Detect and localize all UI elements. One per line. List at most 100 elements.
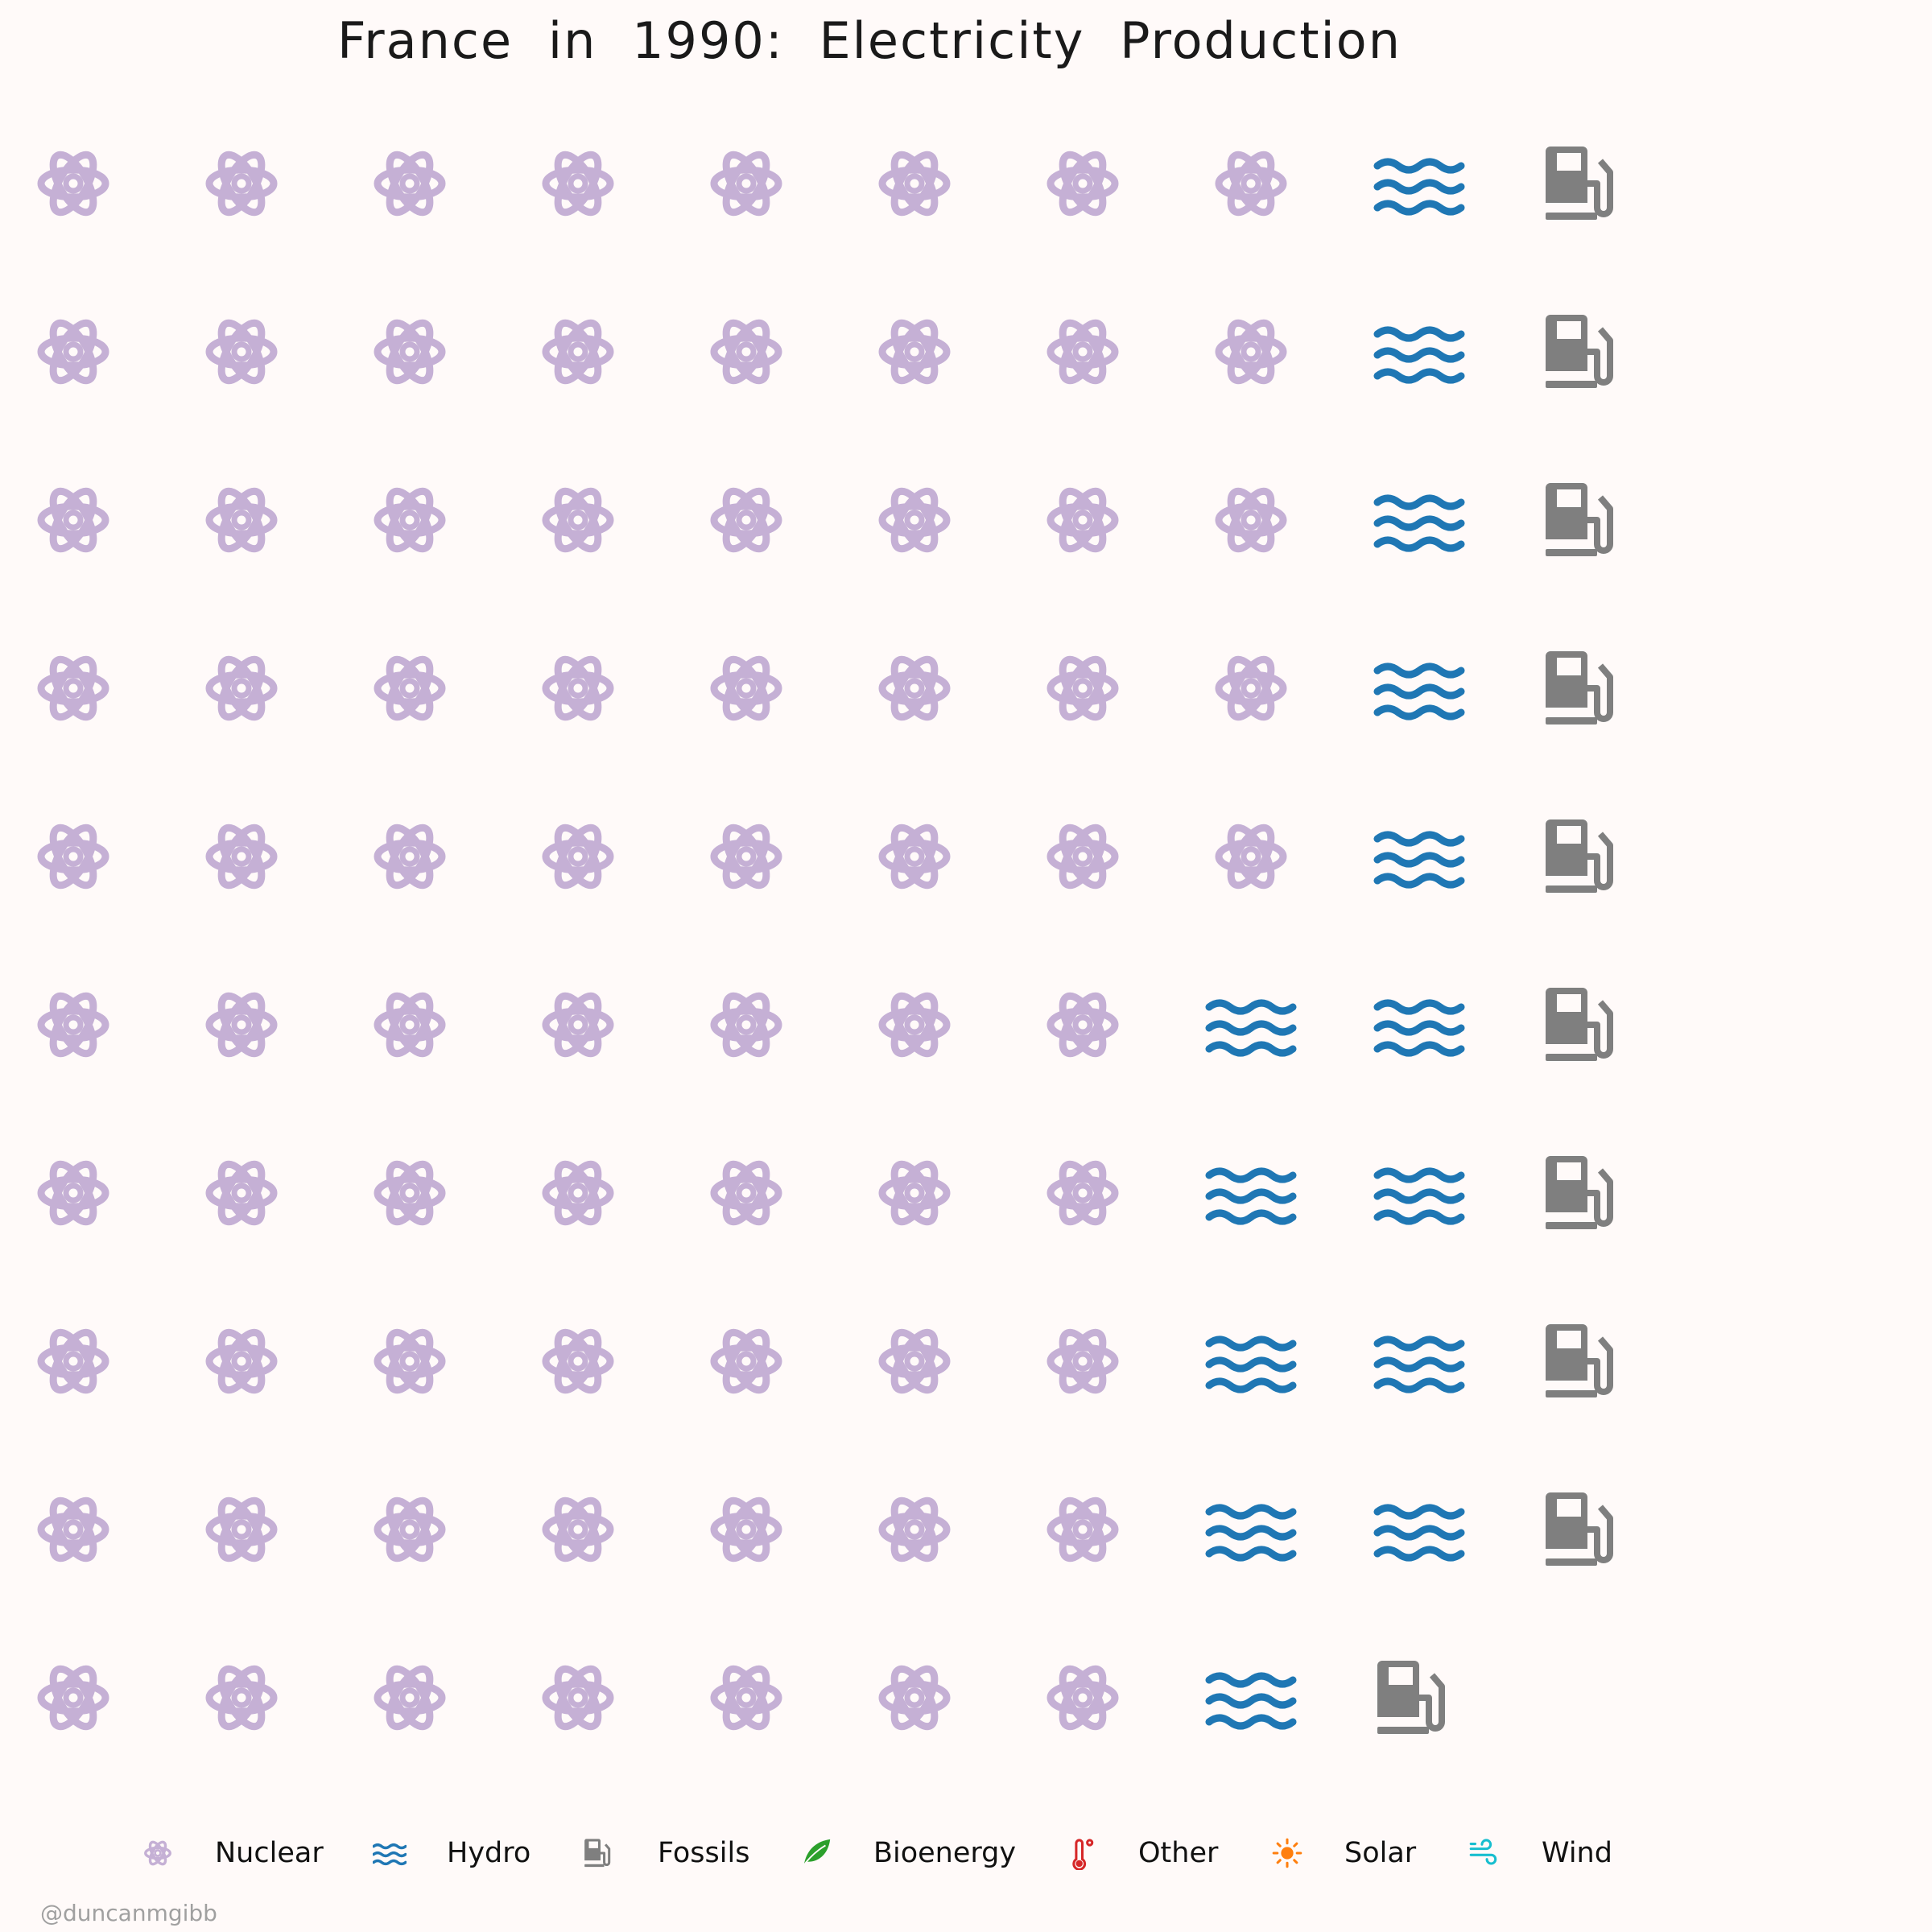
gas-pump-icon: [584, 1837, 611, 1868]
hydro-water-waves-icon: [1377, 667, 1461, 716]
nuclear-atom-icon: [378, 1327, 442, 1396]
nuclear-atom-icon: [1051, 485, 1115, 555]
nuclear-atom-icon: [546, 1495, 610, 1564]
nuclear-atom-icon: [882, 654, 947, 723]
nuclear-atom-icon: [41, 485, 105, 555]
hydro-water-waves-icon: [1377, 162, 1461, 212]
nuclear-atom-icon: [41, 1327, 105, 1396]
nuclear-atom-icon: [1051, 990, 1115, 1059]
nuclear-atom-icon: [882, 485, 947, 555]
hydro-water-waves-icon: [1377, 835, 1461, 885]
nuclear-atom-icon: [41, 1158, 105, 1228]
nuclear-atom-icon: [41, 990, 105, 1059]
hydro-water-waves-icon: [1377, 1003, 1461, 1053]
fossils-gas-pump-icon: [1546, 483, 1610, 556]
nuclear-atom-icon: [209, 485, 274, 555]
nuclear-atom-icon: [41, 149, 105, 218]
credit: @duncanmgibb: [40, 1900, 217, 1926]
nuclear-atom-icon: [714, 1158, 778, 1228]
legend-label: Solar: [1344, 1837, 1417, 1869]
fossils-gas-pump-icon: [1546, 651, 1610, 724]
nuclear-atom-icon: [714, 1327, 778, 1396]
nuclear-atom-icon: [1051, 1663, 1115, 1732]
nuclear-atom-icon: [1051, 1495, 1115, 1564]
nuclear-atom-icon: [882, 990, 947, 1059]
nuclear-atom-icon: [378, 1495, 442, 1564]
nuclear-atom-icon: [378, 317, 442, 386]
hydro-water-waves-icon: [1209, 1171, 1293, 1221]
hydro-water-waves-icon: [1209, 1676, 1293, 1726]
nuclear-atom-icon: [546, 822, 610, 891]
nuclear-atom-icon: [1219, 317, 1283, 386]
nuclear-atom-icon: [714, 317, 778, 386]
water-waves-icon: [373, 1843, 407, 1866]
fossils-gas-pump-icon: [1546, 1492, 1610, 1566]
hydro-water-waves-icon: [1377, 498, 1461, 548]
legend-label: Nuclear: [215, 1837, 324, 1869]
nuclear-atom-icon: [546, 485, 610, 555]
wind-icon: [1469, 1839, 1497, 1865]
nuclear-atom-icon: [209, 654, 274, 723]
fossils-gas-pump-icon: [1546, 988, 1610, 1061]
hydro-water-waves-icon: [1377, 330, 1461, 380]
nuclear-atom-icon: [546, 654, 610, 723]
nuclear-atom-icon: [1051, 317, 1115, 386]
fossils-gas-pump-icon: [1377, 1661, 1442, 1734]
legend-item-hydro: Hydro: [373, 1829, 530, 1877]
legend-item-fossils: Fossils: [584, 1829, 749, 1877]
sun-icon: [1272, 1838, 1302, 1868]
nuclear-atom-icon: [714, 1495, 778, 1564]
nuclear-atom-icon: [546, 1158, 610, 1228]
nuclear-atom-icon: [882, 149, 947, 218]
hydro-water-waves-icon: [1377, 1171, 1461, 1221]
nuclear-atom-icon: [882, 1327, 947, 1396]
nuclear-atom-icon: [1219, 822, 1283, 891]
nuclear-atom-icon: [1051, 822, 1115, 891]
nuclear-atom-icon: [882, 1495, 947, 1564]
fossils-gas-pump-icon: [1546, 315, 1610, 388]
nuclear-atom-icon: [41, 822, 105, 891]
nuclear-atom-icon: [714, 149, 778, 218]
nuclear-atom-icon: [546, 1327, 610, 1396]
nuclear-atom-icon: [209, 1495, 274, 1564]
nuclear-atom-icon: [1051, 1327, 1115, 1396]
nuclear-atom-icon: [378, 654, 442, 723]
chart-title: France in 1990: Electricity Production: [336, 11, 1402, 70]
nuclear-atom-icon: [1219, 485, 1283, 555]
nuclear-atom-icon: [378, 990, 442, 1059]
nuclear-atom-icon: [714, 822, 778, 891]
fossils-gas-pump-icon: [1546, 1156, 1610, 1229]
nuclear-atom-icon: [41, 654, 105, 723]
nuclear-atom-icon: [378, 822, 442, 891]
fossils-gas-pump-icon: [1546, 1324, 1610, 1397]
legend-label: Bioenergy: [873, 1837, 1017, 1869]
fossils-gas-pump-icon: [1546, 819, 1610, 893]
nuclear-atom-icon: [546, 990, 610, 1059]
nuclear-atom-icon: [1051, 1158, 1115, 1228]
nuclear-atom-icon: [546, 317, 610, 386]
nuclear-atom-icon: [41, 1663, 105, 1732]
nuclear-atom-icon: [378, 1158, 442, 1228]
nuclear-atom-icon: [41, 317, 105, 386]
nuclear-atom-icon: [546, 1663, 610, 1732]
nuclear-atom-icon: [1219, 654, 1283, 723]
nuclear-atom-icon: [41, 1495, 105, 1564]
atom-icon: [144, 1838, 171, 1868]
hydro-water-waves-icon: [1377, 1508, 1461, 1558]
nuclear-atom-icon: [1051, 654, 1115, 723]
nuclear-atom-icon: [714, 654, 778, 723]
thermometer-icon: [1072, 1839, 1094, 1870]
legend-label: Wind: [1542, 1837, 1612, 1869]
nuclear-atom-icon: [714, 1663, 778, 1732]
hydro-water-waves-icon: [1209, 1340, 1293, 1389]
nuclear-atom-icon: [378, 1663, 442, 1732]
nuclear-atom-icon: [209, 990, 274, 1059]
legend-label: Other: [1138, 1837, 1219, 1869]
nuclear-atom-icon: [378, 149, 442, 218]
nuclear-atom-icon: [882, 1158, 947, 1228]
hydro-water-waves-icon: [1209, 1508, 1293, 1558]
legend: Nuclear Hydro Fossils Bioenergy Other Solar Wi…: [0, 1829, 1932, 1877]
hydro-water-waves-icon: [1377, 1340, 1461, 1389]
nuclear-atom-icon: [209, 149, 274, 218]
